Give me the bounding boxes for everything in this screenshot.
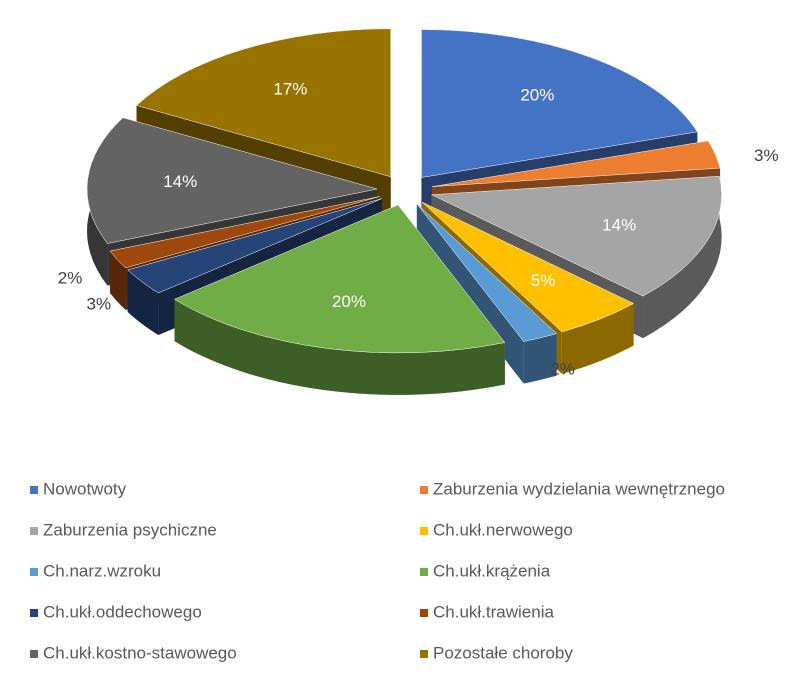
slice-side-shade xyxy=(110,251,126,310)
slice-top xyxy=(174,204,506,354)
legend-swatch xyxy=(420,486,428,494)
data-label: 2% xyxy=(58,268,83,287)
data-label: 2% xyxy=(550,359,575,378)
legend-label: Ch.ukł.oddechowego xyxy=(43,602,202,621)
legend-swatch xyxy=(420,527,428,535)
data-label: 20% xyxy=(332,292,366,311)
slice-side xyxy=(127,269,159,335)
slice-top xyxy=(416,203,558,342)
slice-top xyxy=(432,140,721,187)
legend-label: Ch.ukł.trawienia xyxy=(433,602,554,621)
slice-side xyxy=(127,198,382,312)
slice-side-shade xyxy=(643,176,722,339)
legend-label: Ch.ukł.nerwowego xyxy=(433,520,573,539)
legend-swatch xyxy=(30,650,38,658)
legend-swatch xyxy=(420,650,428,658)
data-label: 17% xyxy=(273,80,307,99)
slice-top xyxy=(421,29,698,178)
data-label: 14% xyxy=(163,172,197,191)
legend-label: Ch.narz.wzroku xyxy=(43,561,161,580)
slice-top xyxy=(136,28,391,178)
slice-top xyxy=(421,201,635,333)
slice-side-shade xyxy=(127,198,382,312)
slice-side xyxy=(523,333,557,384)
legend-swatch xyxy=(30,527,38,535)
legend-label: Pozostałe choroby xyxy=(433,643,573,662)
slice-side-shade xyxy=(561,303,634,374)
legend-swatch xyxy=(30,568,38,576)
slice-side xyxy=(174,299,505,395)
legend-swatch xyxy=(420,609,428,617)
legend-label: Ch.ukł.krążenia xyxy=(433,561,551,580)
legend-swatch xyxy=(30,486,38,494)
legend-label: Ch.ukł.kostno-stawowego xyxy=(43,643,237,662)
slice-side xyxy=(110,251,126,310)
slice-side xyxy=(643,176,722,339)
slice-side-shade xyxy=(127,269,159,335)
slice-top xyxy=(109,196,380,269)
legend-swatch xyxy=(30,609,38,617)
slice-top xyxy=(127,198,382,294)
legend-label: Zaburzenia psychiczne xyxy=(43,520,217,539)
data-label: 5% xyxy=(531,271,556,290)
slice-top xyxy=(430,175,722,297)
slice-side-shade xyxy=(174,299,505,395)
legend-label: Nowotwoty xyxy=(43,479,127,498)
legend-swatch xyxy=(420,568,428,576)
data-label: 14% xyxy=(602,215,636,234)
data-label: 3% xyxy=(87,294,112,313)
slice-top xyxy=(86,117,378,244)
slice-side xyxy=(561,303,634,374)
data-label: 3% xyxy=(754,146,779,165)
legend-label: Zaburzenia wydzielania wewnętrznego xyxy=(433,479,725,498)
slice-side-shade xyxy=(523,333,557,384)
data-label: 20% xyxy=(520,86,554,105)
